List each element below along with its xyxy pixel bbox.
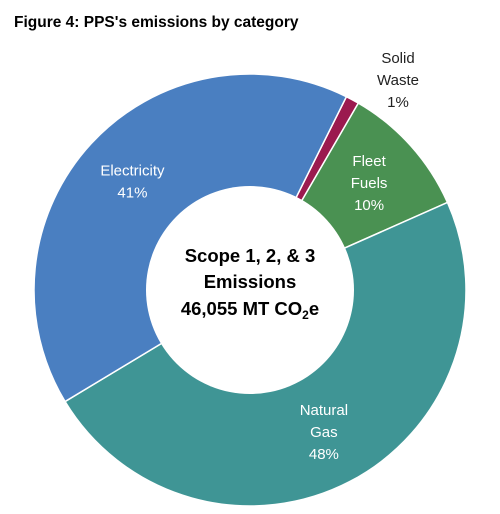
slice-name-label: Natural [300,402,348,419]
slice-value-label: 1% [387,94,409,111]
slice-label-electricity: Electricity 41% [100,162,165,201]
slice-label-fleet-fuels: Fleet Fuels 10% [351,153,388,214]
slice-name-label: Waste [377,72,419,89]
slice-value-label: 41% [117,184,147,201]
slice-label-natural-gas: Natural Gas 48% [300,402,348,463]
slice-name-label: Fleet [352,153,386,170]
slice-name-label: Fuels [351,175,388,192]
donut-hole [146,186,354,394]
slice-value-label: 10% [354,197,384,214]
slice-label-solid-waste: Solid Waste 1% [377,50,419,111]
center-label: Scope 1, 2, & 3 Emissions 46,055 MT CO2e [181,245,319,322]
center-label-line1: Scope 1, 2, & 3 [185,245,316,266]
center-total-subscript: 2 [302,308,309,322]
slice-name-label: Gas [310,424,338,441]
center-total-suffix: e [309,298,319,319]
slice-name-label: Electricity [100,162,165,179]
figure-title: Figure 4: PPS's emissions by category [14,14,299,31]
slice-value-label: 48% [309,446,339,463]
slice-labels: Solid Waste 1% Fleet Fuels 10% Natural Gas 48% El… [100,50,419,463]
center-total-value: 46,055 MT CO [181,298,302,319]
slice-name-label: Solid [381,50,414,67]
center-label-line2: Emissions [204,271,297,292]
center-label-line3: 46,055 MT CO2e [181,298,319,322]
